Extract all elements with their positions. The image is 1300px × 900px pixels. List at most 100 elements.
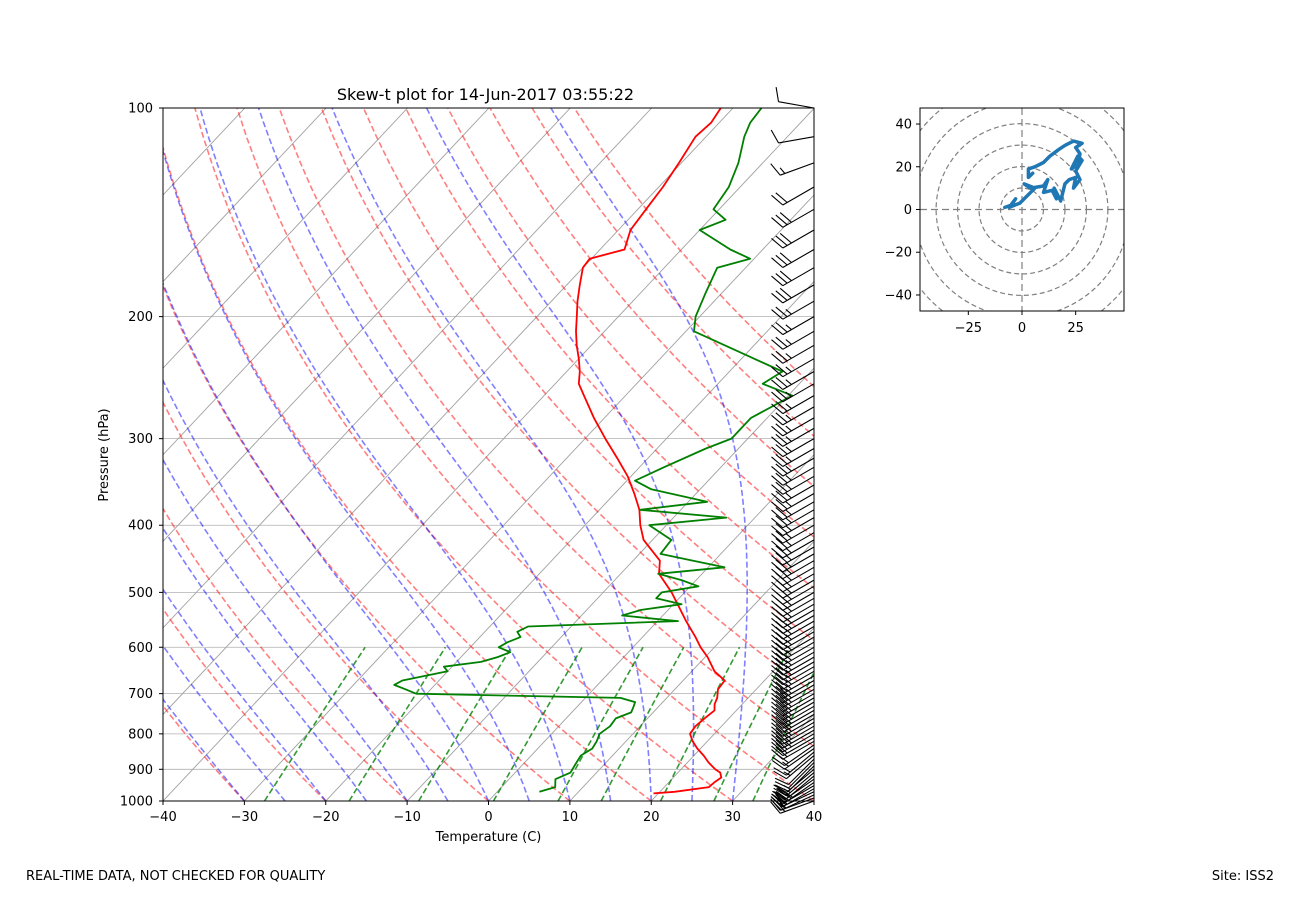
wind-barb (773, 755, 815, 780)
wind-barb (771, 417, 815, 437)
wind-barb (771, 560, 815, 580)
y-tick-label: 500 (128, 586, 153, 601)
dry-adiabat (573, 108, 814, 388)
isotherm-line (163, 108, 814, 801)
isotherm-line (0, 108, 1, 801)
wind-barb (771, 620, 815, 640)
mixing-ratio-line (557, 646, 644, 801)
moist-adiabat (199, 108, 571, 801)
hodograph-trace (1003, 139, 1084, 210)
isotherm-line (569, 540, 814, 801)
wind-barb (771, 316, 815, 336)
moist-adiabat (425, 108, 695, 801)
chart-title: Skew-t plot for 14-Jun-2017 03:55:22 (337, 85, 634, 104)
wind-barb (771, 427, 815, 447)
temperature-profile (575, 108, 726, 795)
wind-barb (771, 475, 815, 495)
moist-adiabat (163, 697, 246, 801)
wind-barb (771, 597, 815, 617)
x-tick-label: 40 (806, 810, 823, 825)
hodograph-x-tick-label: −25 (955, 321, 982, 336)
isotherm-line (163, 108, 652, 629)
wind-barb (771, 330, 815, 350)
hodograph-y-tick-label: 20 (895, 160, 912, 175)
wind-barb (771, 725, 815, 745)
dry-adiabat (278, 108, 814, 748)
dry-adiabat (163, 144, 652, 801)
wind-barb (771, 539, 815, 559)
wind-barb (775, 87, 815, 109)
wind-barb (774, 765, 815, 792)
y-tick-label: 100 (128, 102, 153, 117)
wind-barb (771, 591, 815, 611)
wind-barb (771, 733, 815, 753)
x-tick-label: 30 (724, 810, 741, 825)
wind-barb (771, 517, 815, 537)
wind-barb (774, 758, 815, 785)
dry-adiabat (236, 108, 814, 801)
x-tick-label: −20 (312, 810, 339, 825)
wind-barb (771, 344, 815, 364)
hodograph-y-tick-label: 0 (904, 203, 912, 218)
wind-barb (771, 267, 815, 287)
wind-barb (771, 666, 815, 686)
wind-barb (771, 358, 815, 378)
dry-adiabat (163, 704, 245, 801)
sounding-profiles (393, 108, 794, 795)
wind-barb (772, 781, 815, 804)
wind-barb (771, 641, 815, 661)
wind-barb (771, 249, 815, 268)
wind-barb (771, 457, 815, 477)
wind-barb (771, 585, 815, 605)
isotherm-line (163, 108, 571, 542)
wind-barb (771, 493, 815, 512)
wind-barb (771, 229, 815, 249)
wind-barb (771, 646, 815, 666)
wind-barb (771, 509, 815, 529)
moist-adiabat (163, 526, 368, 801)
mixing-ratio-line (713, 646, 791, 801)
wind-barbs (770, 87, 815, 814)
quality-disclaimer: REAL-TIME DATA, NOT CHECKED FOR QUALITY (26, 869, 326, 884)
isotherm-line (163, 108, 408, 369)
wind-barb (771, 688, 815, 708)
wind-barb (771, 680, 815, 699)
wind-barb (771, 675, 815, 695)
wind-barb (771, 717, 815, 737)
wind-barb (771, 737, 815, 757)
isotherm-line (163, 108, 734, 716)
isotherm-line (0, 108, 82, 801)
isotherm-lines (0, 108, 814, 801)
moist-adiabat (331, 108, 653, 801)
hodograph-x-tick-label: 0 (1018, 321, 1026, 336)
y-tick-label: 900 (128, 763, 153, 778)
moist-adiabat (163, 458, 408, 801)
moist-adiabat (163, 378, 449, 801)
wind-barb (771, 284, 815, 304)
wind-barb (771, 785, 815, 805)
isotherm-line (488, 454, 814, 801)
wind-barb (772, 748, 815, 770)
wind-barb (771, 566, 815, 586)
wind-barb (771, 371, 815, 390)
y-tick-label: 200 (128, 310, 153, 325)
wind-barb (771, 656, 815, 676)
dewpoint-profile (393, 108, 794, 793)
isotherm-line (325, 280, 814, 801)
wind-barb (771, 553, 815, 573)
y-axis-ticks: 1000 900 800 700 600 500 400 300 200 100 (120, 102, 163, 810)
wind-barb (771, 484, 815, 504)
wind-barb (771, 579, 815, 599)
x-axis-ticks: −40 −30 −20 −10 0 10 20 30 40 (149, 801, 822, 825)
skewt-panel: −40 −30 −20 −10 0 10 20 30 40 1000 900 800 700 600 50… (0, 85, 822, 845)
wind-barb (771, 697, 815, 717)
wind-barb (771, 721, 815, 741)
wind-barb (771, 651, 815, 671)
wind-barb (771, 501, 815, 521)
wind-barb (771, 448, 815, 467)
wind-barb (771, 208, 815, 228)
hodograph-ticks: −25 0 25 −40 −20 0 20 40 (885, 118, 1084, 336)
dry-adiabat (531, 108, 814, 438)
wind-barb (771, 615, 815, 634)
x-tick-label: 20 (643, 810, 660, 825)
